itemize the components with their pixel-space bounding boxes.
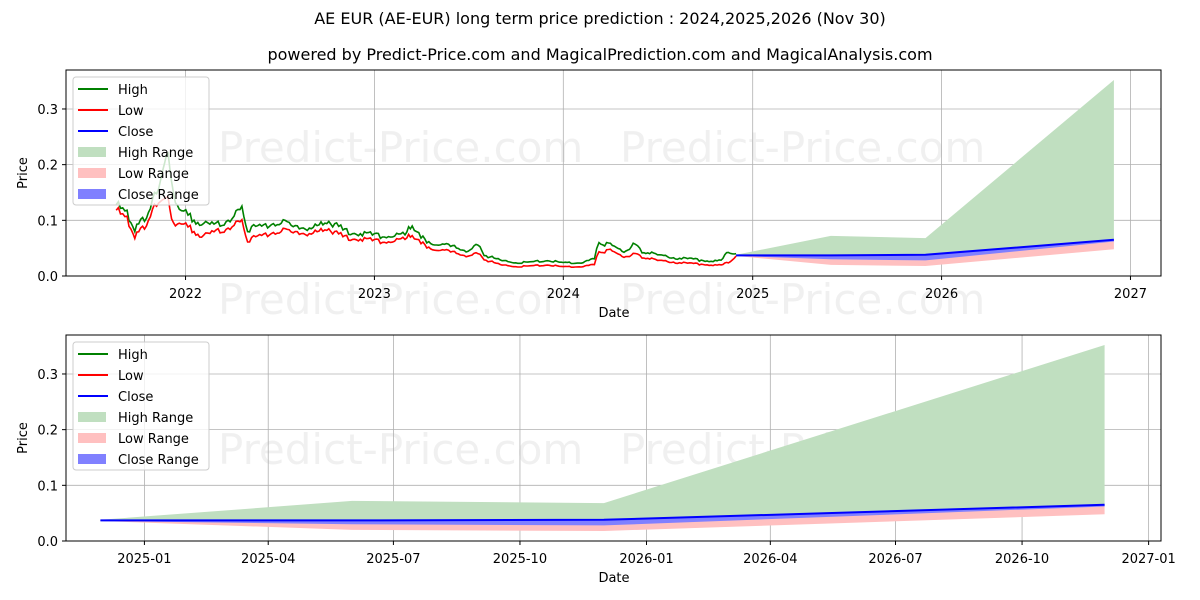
axis-ticks: 0.0 0.1 0.2 0.3 2025-01 2025-04 2025-07 2025-10… bbox=[37, 368, 1175, 567]
watermark: Predict-Price.com bbox=[218, 425, 583, 474]
high-range-band bbox=[100, 345, 1105, 521]
y-tick-label: 0.2 bbox=[37, 424, 58, 439]
legend: High Low Close High Range Low Range Close Ran… bbox=[72, 76, 210, 206]
chart-title: AE EUR (AE-EUR) long term price predicti… bbox=[314, 9, 886, 28]
y-tick-label: 0.3 bbox=[37, 103, 58, 118]
legend-high-range-swatch bbox=[78, 147, 106, 157]
chart-subtitle: powered by Predict-Price.com and Magical… bbox=[267, 45, 933, 64]
forecast-series bbox=[100, 345, 1105, 531]
price-series bbox=[115, 80, 1114, 268]
x-tick-label: 2026-10 bbox=[995, 552, 1049, 567]
high-line bbox=[115, 151, 737, 265]
legend-low-range-swatch bbox=[78, 168, 106, 178]
y-axis-label: Price bbox=[16, 157, 31, 189]
legend-low-label: Low bbox=[118, 369, 144, 384]
y-tick-label: 0.1 bbox=[37, 214, 58, 229]
legend-high-label: High bbox=[118, 348, 148, 363]
close-range-band bbox=[736, 239, 1114, 261]
legend-high-range-label: High Range bbox=[118, 146, 193, 161]
x-tick-label: 2025 bbox=[736, 287, 769, 302]
forecast-panel: Predict-Price.com Predict-Price.com 0.00… bbox=[16, 334, 1176, 586]
y-tick-label: 0.0 bbox=[37, 270, 58, 285]
y-axis-label: Price bbox=[16, 422, 31, 454]
watermark: Predict-Price.com bbox=[620, 123, 985, 172]
y-tick-label: 0.3 bbox=[37, 368, 58, 383]
legend-low-range-label: Low Range bbox=[118, 432, 189, 447]
x-tick-label: 2022 bbox=[169, 287, 202, 302]
x-tick-label: 2023 bbox=[358, 287, 391, 302]
legend-low-range-swatch bbox=[78, 433, 106, 443]
legend-high-range-swatch bbox=[78, 412, 106, 422]
legend-low-label: Low bbox=[118, 104, 144, 119]
plot-frame bbox=[65, 69, 1162, 277]
legend-close-range-label: Close Range bbox=[118, 188, 199, 203]
x-tick-label: 2027-01 bbox=[1121, 552, 1175, 567]
watermark: Predict-Price.com bbox=[218, 123, 583, 172]
watermark: Predict-Price.com bbox=[620, 275, 985, 324]
legend-close-label: Close bbox=[118, 125, 153, 140]
low-range-band bbox=[736, 239, 1114, 266]
x-tick-label: 2026-07 bbox=[868, 552, 922, 567]
x-axis-label: Date bbox=[598, 306, 629, 321]
x-tick-label: 2024 bbox=[547, 287, 580, 302]
legend-high-range-label: High Range bbox=[118, 411, 193, 426]
close-line bbox=[100, 503, 1105, 522]
x-tick-label: 2025-07 bbox=[366, 552, 420, 567]
legend-close-range-swatch bbox=[78, 189, 106, 199]
x-tick-label: 2025-10 bbox=[493, 552, 547, 567]
close-line bbox=[736, 238, 1114, 257]
x-tick-label: 2025-01 bbox=[117, 552, 171, 567]
watermark: Predict-Price.com bbox=[218, 275, 583, 324]
legend-close-range-label: Close Range bbox=[118, 453, 199, 468]
close-range-band bbox=[100, 504, 1105, 526]
legend: High Low Close High Range Low Range Close Ran… bbox=[72, 341, 210, 471]
y-tick-label: 0.1 bbox=[37, 479, 58, 494]
x-tick-label: 2025-04 bbox=[241, 552, 295, 567]
x-tick-label: 2027 bbox=[1114, 287, 1147, 302]
legend-close-label: Close bbox=[118, 390, 153, 405]
legend-high-label: High bbox=[118, 83, 148, 98]
legend-close-range-swatch bbox=[78, 454, 106, 464]
y-tick-label: 0.2 bbox=[37, 159, 58, 174]
long-term-panel: Predict-Price.com Predict-Price.com Pred… bbox=[16, 69, 1162, 324]
x-tick-label: 2026-01 bbox=[619, 552, 673, 567]
y-tick-label: 0.0 bbox=[37, 535, 58, 550]
plot-frame bbox=[65, 334, 1162, 542]
low-range-band bbox=[100, 504, 1105, 531]
axis-ticks: 0.0 0.1 0.2 0.3 2022 2023 2024 2025 2026 2027 bbox=[37, 103, 1147, 302]
legend-low-range-label: Low Range bbox=[118, 167, 189, 182]
x-tick-label: 2026 bbox=[925, 287, 958, 302]
low-line bbox=[115, 196, 737, 268]
x-axis-label: Date bbox=[598, 571, 629, 586]
x-tick-label: 2026-04 bbox=[743, 552, 797, 567]
high-range-band bbox=[736, 80, 1114, 256]
